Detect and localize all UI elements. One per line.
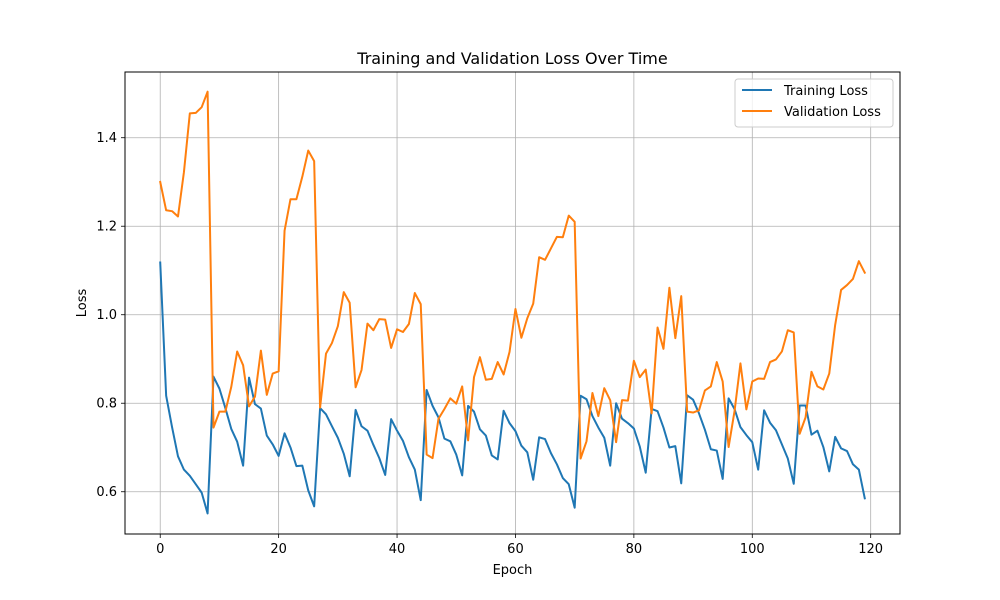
- x-tick-label: 0: [156, 542, 164, 557]
- legend-label-validation: Validation Loss: [784, 105, 881, 120]
- plot-frame: [124, 71, 901, 535]
- x-axis-label: Epoch: [493, 563, 533, 578]
- y-tick-label: 0.6: [96, 485, 117, 500]
- legend: Training Loss Validation Loss: [734, 78, 894, 128]
- x-tick-label: 80: [626, 542, 643, 557]
- x-axis: 0 20 40 60 80 100 120: [156, 534, 883, 557]
- legend-label-training: Training Loss: [783, 84, 868, 99]
- y-axis-label: Loss: [75, 289, 90, 318]
- series-lines: [159, 90, 867, 515]
- y-tick-label: 1.0: [96, 308, 117, 323]
- x-tick-label: 60: [507, 542, 524, 557]
- series-line-validation-loss: [159, 90, 867, 460]
- y-tick-label: 1.2: [96, 220, 117, 235]
- y-axis: 0.6 0.8 1.0 1.2 1.4: [96, 131, 125, 500]
- y-tick-label: 0.8: [96, 397, 117, 412]
- series-line-training-loss: [159, 261, 866, 515]
- legend-box: [734, 78, 894, 128]
- x-tick-label: 20: [270, 542, 287, 557]
- x-tick-label: 40: [389, 542, 406, 557]
- x-tick-label: 100: [740, 542, 765, 557]
- chart-title: Training and Validation Loss Over Time: [356, 49, 667, 68]
- y-tick-label: 1.4: [96, 131, 117, 146]
- x-tick-label: 120: [858, 542, 883, 557]
